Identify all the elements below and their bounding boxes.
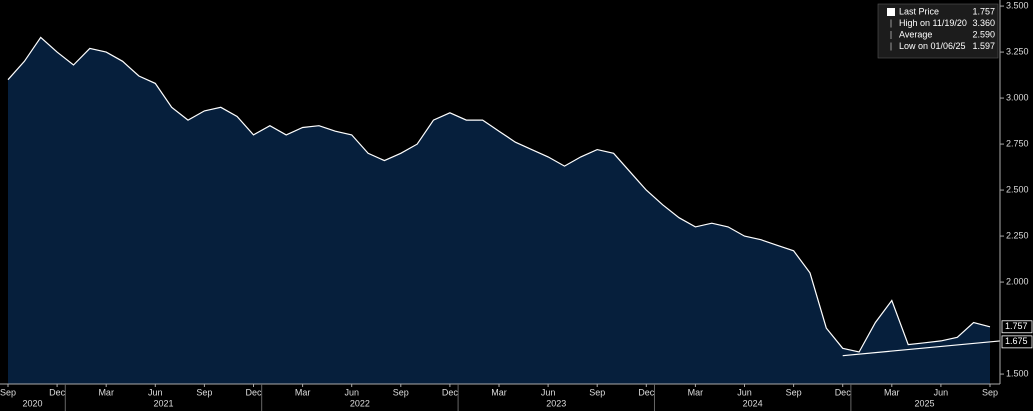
x-tick-label: Dec [49,387,66,397]
trendline [842,340,1001,357]
x-tick-label: Sep [196,387,212,397]
x-tick-label: Mar [491,387,507,397]
legend-box [877,3,999,59]
legend-swatch [887,8,895,16]
last-price-tag: 1.757 [1005,321,1028,331]
legend-value: 3.360 [972,18,995,28]
y-tick-label: 2.250 [1006,230,1029,240]
year-label: 2021 [153,398,173,408]
trendline-tag-box [1001,335,1033,349]
x-tick-label: Sep [982,387,998,397]
x-tick-label: Mar [884,387,900,397]
y-tick-label: 2.000 [1006,276,1029,286]
y-tick-label: 3.250 [1006,46,1029,56]
x-tick-label: Dec [638,387,655,397]
legend-name: High on 11/19/20 [899,18,967,28]
x-tick-label: Dec [245,387,262,397]
x-tick-label: Jun [737,387,752,397]
x-tick-label: Sep [786,387,802,397]
price-area [8,37,990,385]
x-tick-label: Mar [688,387,704,397]
x-tick-label: Mar [98,387,114,397]
legend-name: Last Price [899,6,939,16]
x-tick-label: Sep [0,387,16,397]
price-line [7,36,991,353]
x-tick-label: Mar [295,387,311,397]
x-tick-label: Jun [934,387,949,397]
year-label: 2020 [23,398,43,408]
year-label: 2023 [546,398,566,408]
y-tick-label: 2.750 [1006,138,1029,148]
legend-name: Low on 01/06/25 [899,41,966,51]
trendline-tag: 1.675 [1005,336,1028,346]
x-tick-label: Jun [344,387,359,397]
x-tick-label: Jun [148,387,163,397]
legend-name: Average [899,29,932,39]
x-tick-label: Dec [835,387,852,397]
x-tick-label: Jun [541,387,556,397]
y-tick-label: 1.500 [1006,368,1029,378]
y-tick-label: 2.500 [1006,184,1029,194]
x-tick-label: Sep [589,387,605,397]
x-tick-label: Dec [442,387,459,397]
year-label: 2022 [350,398,370,408]
y-tick-label: 3.000 [1006,92,1029,102]
x-tick-label: Sep [393,387,409,397]
year-label: 2024 [743,398,763,408]
last-price-tag-box [1001,320,1033,334]
legend-value: 2.590 [972,29,995,39]
year-label: 2025 [915,398,935,408]
legend-value: 1.757 [972,6,995,16]
legend-value: 1.597 [972,41,995,51]
y-tick-label: 3.500 [1006,0,1029,10]
